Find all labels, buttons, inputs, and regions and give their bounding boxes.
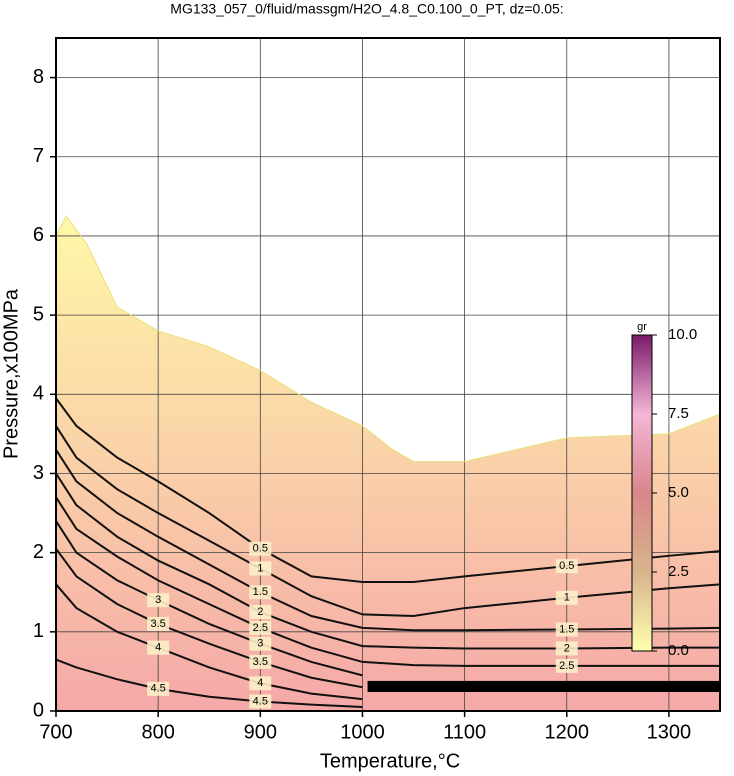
contour-label-bg xyxy=(249,585,272,600)
contour-label: 2 xyxy=(564,642,570,654)
contour-label: 2.5 xyxy=(253,622,268,634)
contour-label-bg xyxy=(555,559,578,574)
y-tick-label: 2 xyxy=(33,541,44,563)
contour-label-bg xyxy=(147,681,170,696)
plot-frame xyxy=(55,37,721,712)
dense-contour-band xyxy=(367,680,720,692)
contour-label-bg xyxy=(249,654,272,669)
contour-label-bg xyxy=(147,616,170,631)
fluid-boundary xyxy=(55,215,721,463)
colorbar-tick-label: 7.5 xyxy=(668,405,689,422)
colorbar-tick-label: 2.5 xyxy=(668,563,689,580)
x-tick-label: 1100 xyxy=(443,721,486,743)
contour-label-bg xyxy=(555,590,578,605)
contour-label-bg xyxy=(249,620,272,635)
contour-label-bg xyxy=(147,593,170,608)
contour-label-bg xyxy=(249,676,272,691)
colorbar-tick-label: 5.0 xyxy=(668,484,689,501)
y-axis-label: Pressure,x100MPa xyxy=(0,288,22,459)
contour-label: 4 xyxy=(257,677,263,689)
contour-label: 2.5 xyxy=(559,660,574,672)
contour-label: 0.5 xyxy=(253,543,268,555)
contour-label: 3 xyxy=(257,638,263,650)
contour-label-bg xyxy=(249,541,272,556)
contour-label: 1.5 xyxy=(253,586,268,598)
contour-line xyxy=(55,658,363,709)
x-tick-label: 1000 xyxy=(340,721,385,743)
contour-label: 4.5 xyxy=(253,695,268,707)
y-tick-label: 5 xyxy=(33,303,44,325)
x-tick-label: 1300 xyxy=(647,721,692,743)
contour-label: 3 xyxy=(155,594,161,606)
contour-label: 1.5 xyxy=(559,623,574,635)
y-tick-label: 3 xyxy=(33,462,44,484)
contour-label-bg xyxy=(249,561,272,576)
contour-label: 1 xyxy=(257,562,263,574)
colorbar-tick-label: 0.0 xyxy=(668,642,689,659)
contour-label-bg xyxy=(555,641,578,656)
contour-label-bg xyxy=(249,636,272,651)
x-tick-label: 900 xyxy=(244,721,277,743)
contour-label: 0.5 xyxy=(559,560,574,572)
y-tick-label: 8 xyxy=(33,66,44,88)
contour-label-bg xyxy=(147,640,170,655)
y-tick-label: 6 xyxy=(33,224,44,246)
contour-label-bg xyxy=(249,605,272,620)
colorbar xyxy=(631,334,653,652)
contour-label: 4.5 xyxy=(151,683,166,695)
y-tick-label: 0 xyxy=(33,699,44,721)
contour-label: 3.5 xyxy=(151,618,166,630)
colorbar-tick-label: 10.0 xyxy=(668,326,697,343)
contour-line xyxy=(55,583,363,701)
x-tick-label: 1200 xyxy=(545,721,590,743)
contour-label: 1 xyxy=(564,592,570,604)
contour-line xyxy=(55,548,363,689)
fluid-field xyxy=(56,216,720,711)
x-axis-label: Temperature,°C xyxy=(320,750,460,772)
x-tick-label: 700 xyxy=(39,721,72,743)
colorbar-label: gr xyxy=(637,321,647,333)
contour-label-bg xyxy=(555,658,578,673)
contour-label: 3.5 xyxy=(253,656,268,668)
contour-label: 4 xyxy=(155,642,161,654)
y-tick-label: 1 xyxy=(33,620,44,642)
y-tick-label: 7 xyxy=(33,145,44,167)
contour-label: 2 xyxy=(257,606,263,618)
contour-line xyxy=(55,520,363,677)
x-tick-label: 800 xyxy=(141,721,174,743)
contour-label-bg xyxy=(555,622,578,637)
contour-label-bg xyxy=(249,694,272,709)
chart-title: MG133_057_0/fluid/massgm/H2O_4.8_C0.100_… xyxy=(170,1,563,17)
y-tick-label: 4 xyxy=(33,383,44,405)
